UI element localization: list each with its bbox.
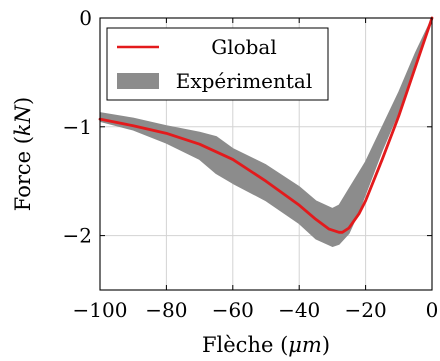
- x-tick-label: −40: [278, 298, 320, 322]
- y-axis-ticks: −2 −1 0: [63, 6, 432, 248]
- y-tick-label: −1: [63, 115, 92, 139]
- plot-frame: [99, 17, 433, 291]
- x-tick-label: −60: [212, 298, 254, 322]
- legend-swatch-experimental: [117, 73, 159, 89]
- x-axis-ticks: −100 −80 −60 −40 −20 0: [73, 18, 439, 322]
- x-tick-label: −20: [344, 298, 386, 322]
- legend: Global Expérimental: [106, 27, 329, 101]
- y-tick-label: 0: [79, 6, 92, 30]
- legend-label-global: Global: [211, 35, 277, 59]
- x-axis-title: Flèche (μm): [202, 333, 330, 357]
- x-tick-label: −100: [73, 298, 128, 322]
- x-tick-label: 0: [426, 298, 439, 322]
- global-line: [98, 16, 434, 234]
- x-tick-label: −80: [145, 298, 187, 322]
- y-tick-label: −2: [63, 224, 92, 248]
- global-line-layer: [98, 16, 434, 234]
- y-axis-title: Force (kN): [11, 97, 35, 211]
- legend-label-experimental: Expérimental: [176, 69, 313, 93]
